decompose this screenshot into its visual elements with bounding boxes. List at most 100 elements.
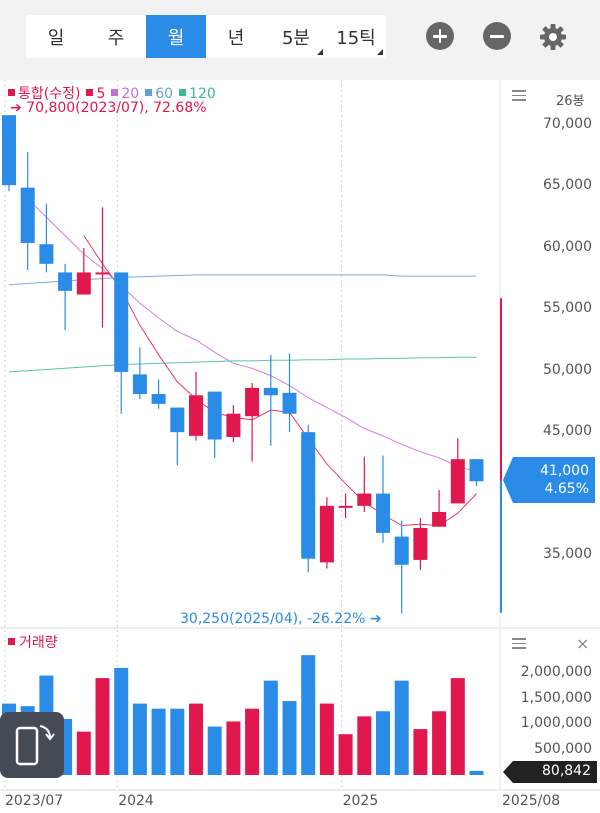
volume-bar bbox=[319, 703, 334, 775]
volume-bar bbox=[207, 726, 222, 775]
price-tick-label: 70,000 bbox=[543, 116, 592, 132]
price-tick-label: 55,000 bbox=[543, 300, 592, 317]
volume-panel-close-icon[interactable]: × bbox=[576, 634, 590, 653]
x-tick-label: 2025 bbox=[342, 793, 379, 809]
candle-body bbox=[2, 115, 16, 186]
tab-3[interactable]: 년 bbox=[206, 15, 266, 58]
volume-tick-label: 500,000 bbox=[534, 740, 592, 757]
current-volume-tag: 80,842 bbox=[503, 761, 597, 783]
candle-body bbox=[450, 459, 465, 504]
candle-body bbox=[376, 493, 390, 533]
price-tick-label: 45,000 bbox=[543, 423, 592, 440]
zoom-out-button[interactable] bbox=[483, 22, 511, 50]
tab-label: 월 bbox=[167, 27, 185, 49]
tab-label: 주 bbox=[107, 27, 125, 49]
volume-bar bbox=[394, 680, 409, 775]
volume-bar bbox=[151, 708, 166, 775]
volume-bar bbox=[376, 711, 390, 775]
tab-label: 5분 bbox=[281, 27, 310, 49]
candle-body bbox=[39, 244, 54, 264]
price-tick-label: 50,000 bbox=[543, 361, 592, 378]
volume-bar bbox=[432, 711, 447, 775]
x-tick-label: 2024 bbox=[118, 793, 154, 809]
tab-1[interactable]: 주 bbox=[86, 15, 146, 58]
volume-bar bbox=[95, 678, 110, 775]
candle-body bbox=[245, 387, 260, 417]
volume-bar bbox=[413, 729, 428, 775]
price-tick-label: 65,000 bbox=[543, 177, 592, 194]
max-price-note: ➔ 70,800(2023/07), 72.68% bbox=[10, 100, 207, 116]
volume-bar bbox=[450, 678, 465, 775]
volume-tick-label: 1,000,000 bbox=[520, 715, 592, 731]
volume-bar bbox=[301, 655, 316, 775]
x-tick-label: 2023/07 bbox=[5, 793, 64, 809]
volume-bar bbox=[132, 703, 147, 775]
volume-bar bbox=[357, 716, 372, 775]
chart-legend: 통합(수정) 5 20 60 120 bbox=[8, 83, 216, 103]
tab-5[interactable]: 15틱 bbox=[326, 15, 386, 58]
settings-button[interactable] bbox=[538, 22, 568, 52]
candle-body bbox=[170, 407, 185, 433]
tab-2[interactable]: 월 bbox=[146, 15, 206, 58]
volume-bar bbox=[76, 731, 91, 775]
candle-body bbox=[226, 413, 241, 438]
ma-line-5 bbox=[83, 235, 477, 527]
candle-body bbox=[207, 391, 222, 440]
volume-panel-menu-icon[interactable] bbox=[512, 638, 526, 649]
tab-0[interactable]: 일 bbox=[26, 15, 86, 58]
price-tick-label: 60,000 bbox=[543, 238, 592, 255]
candle-body bbox=[58, 272, 73, 291]
candle-body bbox=[114, 272, 129, 372]
candle-body bbox=[151, 394, 166, 404]
candle-body bbox=[95, 272, 110, 275]
candle-body bbox=[263, 387, 278, 396]
tab-label: 년 bbox=[227, 27, 245, 49]
legend-ma-60: 60 bbox=[155, 86, 174, 102]
candle-body bbox=[469, 459, 484, 482]
price-panel-menu-icon[interactable] bbox=[512, 90, 526, 101]
tab-label: 15틱 bbox=[336, 27, 376, 49]
dropdown-corner-icon bbox=[317, 49, 323, 55]
candle-body bbox=[319, 505, 334, 563]
volume-bar bbox=[245, 708, 260, 775]
legend-ma-5: 5 bbox=[96, 86, 106, 102]
tab-4[interactable]: 5분 bbox=[266, 15, 326, 58]
volume-bar bbox=[170, 708, 185, 775]
gear-icon bbox=[540, 24, 566, 50]
tab-label: 일 bbox=[47, 27, 65, 49]
rotate-screen-button[interactable] bbox=[0, 712, 64, 778]
ma-line-120 bbox=[8, 356, 477, 373]
legend-main-label: 통합(수정) bbox=[18, 86, 81, 102]
current-price-value: 41,000 bbox=[540, 463, 589, 479]
volume-tick-label: 1,500,000 bbox=[520, 689, 592, 706]
volume-bar bbox=[282, 701, 297, 775]
period-tabs: 일 주 월 년 5분 15틱 bbox=[26, 15, 386, 58]
zoom-in-button[interactable] bbox=[426, 22, 454, 50]
current-price-tag: 41,000 4.65% bbox=[503, 457, 595, 503]
legend-ma-20: 20 bbox=[121, 86, 140, 102]
volume-bar bbox=[263, 680, 278, 775]
candle-body bbox=[189, 395, 203, 436]
candle-body bbox=[20, 187, 35, 243]
rotate-phone-icon bbox=[15, 725, 55, 766]
candle-body bbox=[132, 374, 147, 395]
current-price-change: 4.65% bbox=[544, 481, 589, 497]
volume-legend: 거래량 bbox=[8, 632, 58, 652]
volume-bar bbox=[189, 703, 203, 775]
candle-body bbox=[432, 512, 447, 527]
volume-bar bbox=[226, 721, 241, 775]
candle-body bbox=[301, 432, 316, 559]
candle-body bbox=[357, 493, 372, 506]
candle-body bbox=[413, 527, 428, 560]
x-tick-label: 2025/08 bbox=[502, 793, 561, 809]
volume-bar bbox=[338, 734, 353, 775]
candle-body bbox=[282, 392, 297, 414]
min-price-note: 30,250(2025/04), -26.22% ➔ bbox=[180, 611, 382, 627]
volume-legend-label: 거래량 bbox=[19, 635, 58, 651]
candle-count-label: 26봉 bbox=[556, 94, 585, 109]
candle-body bbox=[394, 536, 409, 565]
candle-body bbox=[76, 272, 91, 295]
legend-ma-120: 120 bbox=[189, 86, 216, 102]
volume-bar bbox=[469, 770, 484, 775]
